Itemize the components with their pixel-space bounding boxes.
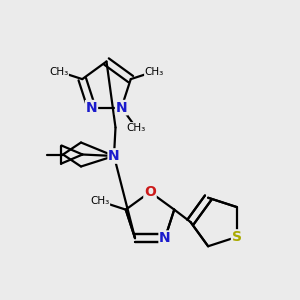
Text: CH₃: CH₃ bbox=[49, 67, 68, 76]
Text: O: O bbox=[144, 185, 156, 199]
Text: N: N bbox=[86, 100, 97, 115]
Text: CH₃: CH₃ bbox=[126, 122, 146, 133]
Text: N: N bbox=[108, 149, 120, 163]
Text: N: N bbox=[116, 100, 127, 115]
Text: CH₃: CH₃ bbox=[90, 196, 110, 206]
Text: S: S bbox=[232, 230, 242, 244]
Text: CH₃: CH₃ bbox=[145, 67, 164, 76]
Text: N: N bbox=[159, 231, 171, 245]
